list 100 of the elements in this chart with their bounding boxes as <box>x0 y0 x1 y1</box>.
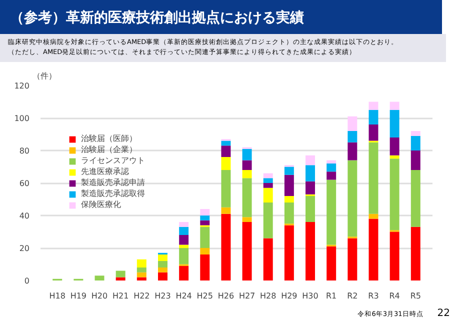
bar <box>263 183 273 188</box>
bar <box>158 254 168 261</box>
bar <box>348 142 358 160</box>
bar <box>221 140 231 146</box>
bar <box>284 225 294 280</box>
x-tick-label: H18 <box>49 292 66 300</box>
bar <box>242 148 252 160</box>
chart-title: （参考）革新的医療技術創出拠点における実績 <box>0 0 442 36</box>
bar <box>242 178 252 218</box>
bar <box>242 222 252 280</box>
bar <box>179 244 189 248</box>
bar <box>326 180 336 245</box>
bar <box>158 261 168 268</box>
bar <box>221 146 231 157</box>
x-tick-label: R5 <box>410 292 421 300</box>
x-tick-label: H27 <box>238 292 256 300</box>
y-tick-label: 100 <box>14 114 30 123</box>
bar <box>179 226 189 235</box>
bar <box>390 158 400 230</box>
legend-label: ライセンスアウト <box>81 155 145 166</box>
bar <box>284 196 294 202</box>
bar <box>410 131 420 136</box>
bar <box>390 102 400 110</box>
x-tick-label: H26 <box>218 292 234 300</box>
bar <box>410 170 420 227</box>
bar <box>390 155 400 159</box>
bar <box>326 246 336 280</box>
y-tick-label: 80 <box>19 146 30 156</box>
legend-label: 製造販売承認取得 <box>81 188 145 199</box>
x-tick-label: R2 <box>347 292 358 300</box>
bar <box>242 217 252 222</box>
bar <box>200 254 210 280</box>
bar <box>179 248 189 264</box>
x-tick-label: R3 <box>368 292 379 300</box>
bar <box>200 209 210 216</box>
bar <box>94 276 104 280</box>
bar <box>263 178 273 183</box>
bar <box>348 238 358 280</box>
bar <box>284 174 294 196</box>
bar <box>306 155 316 166</box>
bar <box>116 277 126 280</box>
y-tick-label: 0 <box>24 276 30 286</box>
bar <box>200 226 210 248</box>
x-tick-label: H23 <box>154 292 171 300</box>
bar <box>368 142 378 214</box>
x-tick-label: H20 <box>91 292 108 300</box>
bar <box>263 202 273 238</box>
legend-label: 保険医療化 <box>81 199 121 210</box>
bar <box>326 172 336 180</box>
bar <box>368 102 378 110</box>
y-tick-label: 20 <box>19 244 30 253</box>
bar <box>263 173 273 178</box>
bar <box>221 170 231 208</box>
bar <box>179 266 189 280</box>
bar <box>390 232 400 280</box>
bar <box>179 222 189 227</box>
bar <box>284 202 294 224</box>
bar <box>306 222 316 280</box>
bar <box>136 268 146 272</box>
bar <box>136 277 146 280</box>
x-tick-label: R4 <box>389 292 400 300</box>
bar <box>410 150 420 170</box>
x-tick-label: H29 <box>281 292 298 300</box>
bar <box>368 110 378 124</box>
y-tick-label: 60 <box>19 179 30 188</box>
bar <box>263 238 273 280</box>
bar <box>326 164 336 172</box>
bar <box>158 272 168 280</box>
bar <box>348 116 358 131</box>
bar <box>242 170 252 178</box>
legend-label: 先進医療承認 <box>81 166 129 177</box>
x-tick-label: R1 <box>326 292 337 300</box>
bar <box>158 268 168 272</box>
x-tick-label: H21 <box>112 292 129 300</box>
bar <box>348 160 358 237</box>
bar <box>179 235 189 245</box>
bar <box>326 160 336 164</box>
x-tick-label: H19 <box>70 292 87 300</box>
bar <box>348 131 358 142</box>
bar <box>221 157 231 170</box>
bar <box>368 218 378 280</box>
bar <box>200 216 210 220</box>
bar <box>136 272 146 278</box>
bar <box>368 214 378 219</box>
y-tick-label: 40 <box>19 212 30 220</box>
x-tick-label: H28 <box>260 292 276 300</box>
x-tick-label: H24 <box>176 292 192 300</box>
bar <box>390 138 400 156</box>
text: 22 <box>437 308 450 319</box>
bar <box>306 181 316 194</box>
bar <box>368 124 378 141</box>
x-tick-label: H30 <box>302 292 318 300</box>
bar <box>116 270 126 278</box>
bar <box>284 166 294 175</box>
bar <box>306 165 316 182</box>
y-tick-label: 120 <box>14 82 30 90</box>
bar <box>221 214 231 280</box>
bar <box>200 220 210 226</box>
x-tick-label: H22 <box>134 292 150 300</box>
legend-label: 治験届（医師） <box>81 133 137 144</box>
